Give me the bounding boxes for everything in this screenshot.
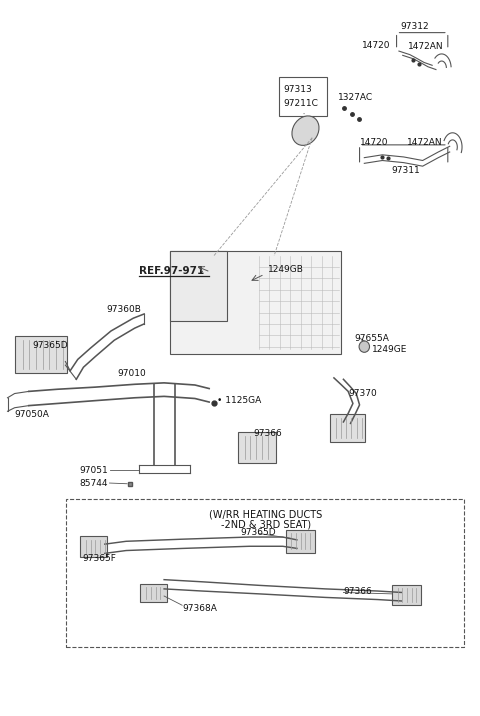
Text: 97211C: 97211C <box>284 99 319 108</box>
Text: 97050A: 97050A <box>14 410 49 420</box>
Text: 85744: 85744 <box>80 478 108 488</box>
Text: 97366: 97366 <box>343 586 372 596</box>
Text: 1327AC: 1327AC <box>338 94 373 102</box>
FancyBboxPatch shape <box>330 414 365 442</box>
FancyBboxPatch shape <box>392 585 421 605</box>
FancyBboxPatch shape <box>66 499 465 647</box>
Text: 97365F: 97365F <box>83 554 116 563</box>
FancyBboxPatch shape <box>140 584 167 602</box>
Text: 1249GB: 1249GB <box>267 266 303 274</box>
FancyBboxPatch shape <box>238 432 276 463</box>
FancyBboxPatch shape <box>14 336 67 373</box>
Text: -2ND & 3RD SEAT): -2ND & 3RD SEAT) <box>221 520 311 530</box>
Text: 97360B: 97360B <box>106 305 141 314</box>
Text: • 1125GA: • 1125GA <box>217 396 262 405</box>
Text: 97366: 97366 <box>253 429 282 437</box>
Text: REF.97-971: REF.97-971 <box>139 266 204 276</box>
Text: 97370: 97370 <box>348 389 377 398</box>
Ellipse shape <box>359 341 370 352</box>
Text: 97311: 97311 <box>392 166 420 175</box>
Text: 97312: 97312 <box>400 22 429 32</box>
FancyBboxPatch shape <box>286 530 315 553</box>
Text: 1472AN: 1472AN <box>408 42 444 52</box>
Text: 97365D: 97365D <box>32 341 68 349</box>
FancyBboxPatch shape <box>80 536 107 557</box>
FancyBboxPatch shape <box>279 77 327 116</box>
FancyBboxPatch shape <box>170 251 227 321</box>
Ellipse shape <box>292 116 319 145</box>
Text: 14720: 14720 <box>362 41 391 50</box>
Text: 14720: 14720 <box>360 138 388 147</box>
Text: 97313: 97313 <box>284 85 312 94</box>
Text: 97051: 97051 <box>80 465 108 475</box>
Text: 97365D: 97365D <box>240 528 276 536</box>
Text: 97655A: 97655A <box>355 334 390 343</box>
Text: 1472AN: 1472AN <box>407 138 443 147</box>
Text: 97010: 97010 <box>118 369 146 378</box>
Text: (W/RR HEATING DUCTS: (W/RR HEATING DUCTS <box>209 509 323 519</box>
FancyBboxPatch shape <box>170 251 341 354</box>
Text: 1249GE: 1249GE <box>372 345 407 354</box>
Text: 97368A: 97368A <box>182 604 217 613</box>
